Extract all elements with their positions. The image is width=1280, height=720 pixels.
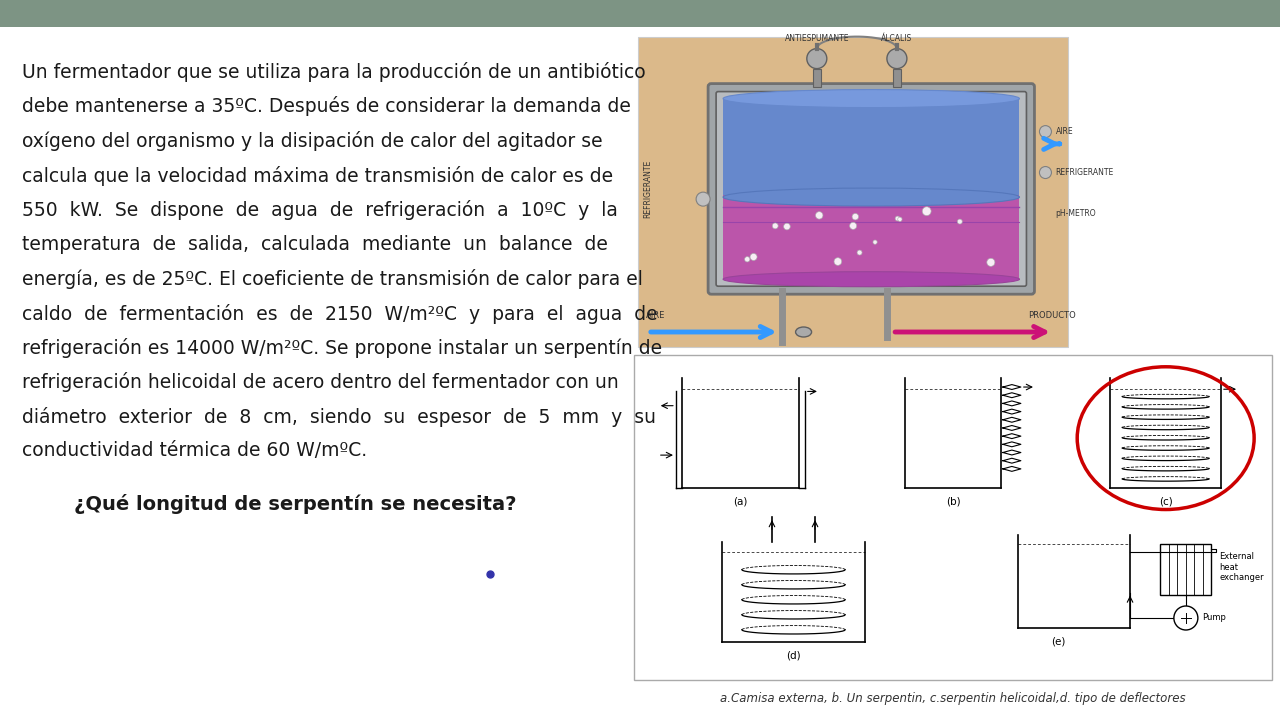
Bar: [723, 99, 1019, 197]
Text: pH-METRO: pH-METRO: [1056, 209, 1096, 218]
Text: diámetro  exterior  de  8  cm,  siendo  su  espesor  de  5  mm  y  su: diámetro exterior de 8 cm, siendo su esp…: [22, 407, 657, 427]
FancyBboxPatch shape: [708, 84, 1034, 294]
Circle shape: [696, 192, 710, 206]
Text: energía, es de 25ºC. El coeficiente de transmisión de calor para el: energía, es de 25ºC. El coeficiente de t…: [22, 269, 643, 289]
Circle shape: [745, 256, 750, 262]
Circle shape: [750, 253, 756, 261]
Text: (a): (a): [733, 496, 748, 506]
Text: REFRIGERANTE: REFRIGERANTE: [643, 160, 652, 218]
Bar: [0, 0, 1280, 27]
Text: AIRE: AIRE: [1056, 127, 1073, 136]
Circle shape: [806, 49, 827, 68]
Text: conductividad térmica de 60 W/mºC.: conductividad térmica de 60 W/mºC.: [22, 441, 367, 461]
Ellipse shape: [723, 89, 1019, 107]
Text: (d): (d): [786, 650, 801, 660]
Bar: [813, 68, 820, 86]
Text: PRODUCTO: PRODUCTO: [1028, 311, 1075, 320]
Circle shape: [895, 216, 900, 221]
Bar: [723, 195, 1019, 279]
Text: Pump: Pump: [1202, 613, 1226, 623]
Text: a.Camisa externa, b. Un serpentin, c.serpentin helicoidal,d. tipo de deflectores: a.Camisa externa, b. Un serpentin, c.ser…: [721, 692, 1185, 705]
Bar: [637, 37, 1068, 347]
Circle shape: [1039, 125, 1051, 138]
Circle shape: [858, 250, 861, 255]
Circle shape: [873, 240, 877, 244]
Circle shape: [1039, 166, 1051, 179]
Text: REFRIGERANTE: REFRIGERANTE: [1056, 168, 1114, 177]
Text: (e): (e): [1051, 636, 1065, 646]
FancyBboxPatch shape: [716, 91, 1027, 286]
Text: refrigeración helicoidal de acero dentro del fermentador con un: refrigeración helicoidal de acero dentro…: [22, 372, 618, 392]
Text: ÁLCALIS: ÁLCALIS: [881, 34, 913, 42]
Circle shape: [772, 223, 778, 229]
Text: caldo  de  fermentación  es  de  2150  W/m²ºC  y  para  el  agua  de: caldo de fermentación es de 2150 W/m²ºC …: [22, 304, 658, 323]
Circle shape: [897, 217, 902, 222]
Circle shape: [887, 49, 908, 68]
Circle shape: [835, 258, 842, 266]
Circle shape: [783, 223, 790, 230]
Ellipse shape: [723, 188, 1019, 206]
Circle shape: [923, 207, 931, 215]
Circle shape: [850, 222, 856, 230]
Text: debe mantenerse a 35ºC. Después de considerar la demanda de: debe mantenerse a 35ºC. Después de consi…: [22, 96, 631, 117]
Text: refrigeración es 14000 W/m²ºC. Se propone instalar un serpentín de: refrigeración es 14000 W/m²ºC. Se propon…: [22, 338, 662, 358]
Circle shape: [852, 213, 859, 220]
Circle shape: [957, 219, 963, 224]
Text: (c): (c): [1158, 496, 1172, 506]
Text: (b): (b): [946, 496, 960, 506]
Text: Un fermentador que se utiliza para la producción de un antibiótico: Un fermentador que se utiliza para la pr…: [22, 62, 645, 82]
Text: ¿Qué longitud de serpentín se necesita?: ¿Qué longitud de serpentín se necesita?: [74, 494, 516, 514]
Text: AIRE: AIRE: [646, 311, 666, 320]
Bar: [893, 68, 901, 86]
Circle shape: [815, 212, 823, 219]
Text: calcula que la velocidad máxima de transmisión de calor es de: calcula que la velocidad máxima de trans…: [22, 166, 613, 186]
Circle shape: [987, 258, 995, 266]
Text: External
heat
exchanger: External heat exchanger: [1220, 552, 1265, 582]
Circle shape: [1174, 606, 1198, 630]
Bar: [1161, 544, 1211, 595]
Text: oxígeno del organismo y la disipación de calor del agitador se: oxígeno del organismo y la disipación de…: [22, 131, 603, 151]
Text: temperatura  de  salida,  calculada  mediante  un  balance  de: temperatura de salida, calculada mediant…: [22, 235, 608, 253]
Ellipse shape: [796, 327, 812, 337]
Text: 550  kW.  Se  dispone  de  agua  de  refrigeración  a  10ºC  y  la: 550 kW. Se dispone de agua de refrigerac…: [22, 200, 618, 220]
Text: ANTIESPUMANTE: ANTIESPUMANTE: [785, 34, 849, 42]
Bar: [634, 355, 1272, 680]
Ellipse shape: [723, 271, 1019, 287]
